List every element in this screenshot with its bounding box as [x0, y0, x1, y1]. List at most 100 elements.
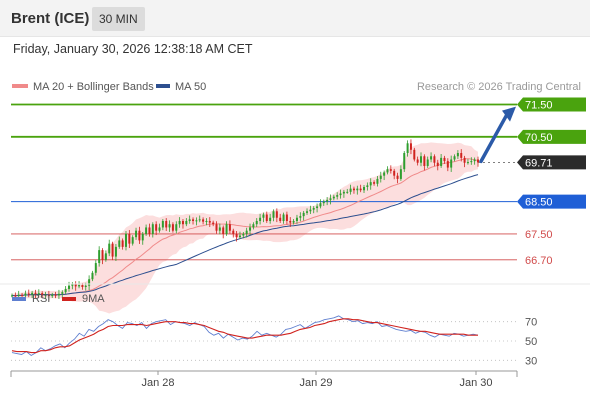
candle-body: [94, 263, 97, 273]
candle-body: [339, 193, 342, 196]
candle-body: [403, 153, 406, 170]
candle-body: [252, 224, 255, 228]
candle-body: [373, 182, 376, 184]
candle-body: [158, 227, 161, 231]
candle-body: [44, 294, 47, 296]
x-tick-label: Jan 28: [141, 377, 174, 389]
candle-body: [14, 295, 17, 297]
candle-body: [108, 243, 111, 254]
candle-body: [363, 187, 366, 191]
candle-body: [155, 224, 158, 231]
candle-body: [282, 214, 285, 221]
candle-body: [329, 198, 332, 200]
candle-body: [249, 227, 252, 231]
forecast-arrow-shaft: [479, 110, 510, 164]
candle-body: [111, 243, 114, 257]
candle-body: [135, 230, 138, 238]
candle-body: [34, 292, 37, 295]
level-label-67-50: 67.50: [525, 229, 553, 241]
candle-body: [225, 224, 228, 234]
candle-body: [352, 188, 355, 191]
candle-body: [416, 159, 419, 163]
candle-body: [366, 185, 369, 187]
candle-body: [393, 170, 396, 176]
candle-body: [188, 219, 191, 221]
candle-body: [349, 188, 352, 192]
level-badge-71-50: [517, 97, 586, 112]
candle-body: [242, 233, 245, 236]
timeframe-button[interactable]: 30 MIN: [92, 7, 145, 31]
rsi-tick-label-70: 70: [525, 317, 537, 329]
candle-body: [145, 227, 148, 234]
candle-body: [332, 196, 335, 199]
x-axis: Jan 28 Jan 29 Jan 30: [141, 371, 493, 389]
candle-body: [98, 250, 101, 264]
candle-body: [232, 230, 235, 234]
candle-body: [436, 162, 439, 166]
rsi-tick-label-30: 30: [525, 355, 537, 367]
candle-body: [420, 156, 423, 163]
candle-body: [71, 284, 74, 286]
candle-body: [165, 220, 168, 228]
candle-body: [460, 153, 463, 158]
candle-body: [114, 246, 117, 257]
candle-body: [453, 156, 456, 160]
candle-body: [383, 172, 386, 176]
candle-body: [128, 233, 131, 244]
candle-body: [141, 233, 144, 241]
rsi-legend-label: RSI: [32, 293, 50, 305]
candle-body: [426, 159, 429, 166]
candle-body: [446, 161, 449, 168]
candle-body: [309, 209, 312, 212]
candle-body: [118, 240, 121, 247]
candle-body: [208, 220, 211, 223]
x-tick-label: Jan 30: [459, 377, 492, 389]
candle-body: [218, 227, 221, 231]
level-label-68-50: 68.50: [525, 197, 553, 209]
candle-body: [463, 157, 466, 163]
candle-body: [255, 220, 258, 225]
forecast-arrow-head: [502, 106, 516, 122]
rsi-line: [11, 315, 479, 357]
candle-body: [275, 211, 278, 218]
candle-body: [356, 188, 359, 191]
candle-body: [369, 182, 372, 186]
candlesticks: [11, 139, 479, 301]
level-label-71-50: 71.50: [525, 99, 553, 111]
candle-body: [81, 285, 84, 288]
candle-body: [413, 149, 416, 160]
rsi-ma-legend-swatch: [62, 297, 76, 301]
candle-body: [161, 220, 164, 228]
candle-body: [124, 233, 127, 247]
candle-body: [222, 227, 225, 234]
candle-body: [322, 201, 325, 204]
candle-body: [456, 153, 459, 157]
candle-body: [346, 191, 349, 193]
candle-body: [171, 224, 174, 231]
candle-body: [473, 159, 476, 162]
ma50-legend-swatch: [156, 84, 170, 88]
candle-body: [21, 294, 24, 296]
instrument-title: Brent (ICE): [11, 10, 90, 27]
current-price-label: 69.71: [525, 157, 553, 169]
level-label-70-50: 70.50: [525, 132, 553, 144]
candle-body: [88, 279, 91, 286]
candle-body: [409, 143, 412, 150]
candle-body: [215, 224, 218, 231]
candle-body: [24, 293, 27, 296]
candle-body: [450, 159, 453, 168]
bollinger-band: [12, 142, 478, 314]
candle-body: [376, 178, 379, 184]
candle-body: [175, 224, 178, 231]
candle-body: [121, 240, 124, 247]
level-badge-70-50: [517, 129, 586, 144]
candle-body: [195, 220, 198, 222]
candle-body: [406, 143, 409, 154]
candle-body: [470, 161, 473, 163]
candle-body: [306, 211, 309, 213]
candle-body: [104, 253, 107, 260]
level-badge-68-50: [517, 194, 586, 209]
candle-body: [101, 250, 104, 260]
candle-body: [269, 217, 272, 221]
candle-body: [386, 169, 389, 173]
